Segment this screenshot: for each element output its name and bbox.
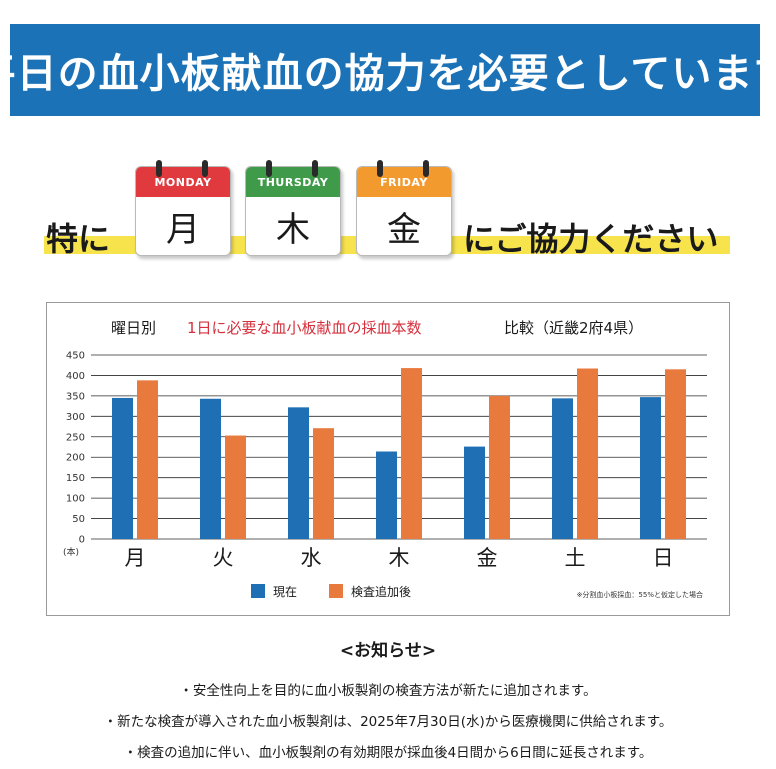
bar-current: [464, 446, 485, 539]
x-category-label: 火: [213, 546, 234, 570]
x-category-label: 月: [125, 546, 146, 570]
calendar-ring-icon: [266, 160, 272, 177]
y-tick-label: 200: [66, 453, 85, 464]
bar-after: [489, 395, 510, 539]
bar-current: [112, 397, 133, 539]
chart-footnote: ※分割血小板採血：55%と仮定した場合: [577, 590, 703, 599]
chart-frame: 曜日別 1日に必要な血小板献血の採血本数 比較（近畿2府4県） 0 50 100 15…: [46, 302, 730, 616]
bar-current: [640, 397, 661, 539]
calendar-ring-icon: [423, 160, 429, 177]
calendar-ring-icon: [312, 160, 318, 177]
x-category-label: 木: [389, 546, 410, 570]
y-tick-label: 250: [66, 432, 85, 443]
y-axis-unit: (本): [63, 546, 79, 558]
y-tick-label: 450: [66, 351, 85, 362]
notice-line: ・検査の追加に伴い、血小板製剤の有効期限が採血後4日間から6日間に延長されます。: [123, 745, 653, 761]
banner-title: 平日の血小板献血の協力を必要としています: [0, 51, 776, 97]
notice-line: ・安全性向上を目的に血小板製剤の検査方法が新たに追加されます。: [179, 683, 597, 699]
calendar-header: FRIDAY: [357, 167, 451, 197]
calendar-weekday: MONDAY: [154, 175, 212, 189]
bar-after: [225, 435, 246, 539]
bar-after: [577, 368, 598, 539]
chart-title-suffix: 比較（近畿2府4県）: [504, 319, 643, 337]
bar-chart: 曜日別 1日に必要な血小板献血の採血本数 比較（近畿2府4県） 0 50 100 15…: [63, 319, 707, 599]
header-banner: 平日の血小板献血の協力を必要としています: [0, 24, 776, 116]
chart-title-highlight: 1日に必要な血小板献血の採血本数: [187, 319, 422, 337]
calendar-ring-icon: [156, 160, 162, 177]
calendar-weekday: THURSDAY: [257, 175, 329, 189]
bar-current: [552, 398, 573, 539]
y-tick-label: 150: [66, 473, 85, 484]
y-tick-label: 350: [66, 391, 85, 402]
notice-line: ・新たな検査が導入された血小板製剤は、2025年7月30日(水)から医療機関に供…: [103, 714, 673, 730]
bar-current: [288, 407, 309, 539]
y-tick-label: 100: [66, 494, 85, 505]
bars: [112, 368, 686, 539]
y-tick-label: 50: [72, 514, 85, 525]
gridlines: [91, 354, 707, 540]
x-category-label: 金: [477, 546, 498, 570]
calendar-friday: FRIDAY 金: [356, 160, 452, 256]
calendar-ring-icon: [377, 160, 383, 177]
chart-title-prefix: 曜日別: [111, 319, 156, 337]
y-tick-label: 0: [79, 535, 85, 546]
calendar-day: 金: [387, 209, 421, 250]
calendar-day: 木: [276, 209, 310, 250]
axis-labels: 0 50 100 150 200 250 300 350 400 450 月 火 水 木 金 土 日: [66, 351, 674, 571]
bar-after: [313, 428, 334, 539]
calendar-header: THURSDAY: [246, 167, 340, 197]
x-category-label: 日: [653, 546, 674, 570]
legend-swatch-current: [251, 584, 265, 598]
legend-swatch-after: [329, 584, 343, 598]
calendar-thursday: THURSDAY 木: [245, 160, 341, 256]
x-category-label: 土: [565, 546, 586, 570]
y-tick-label: 400: [66, 371, 85, 382]
notice-heading: <お知らせ>: [339, 641, 437, 661]
appeal-prefix: 特に: [46, 220, 111, 258]
calendar-monday: MONDAY 月: [135, 160, 231, 256]
bar-after: [137, 380, 158, 539]
calendar-ring-icon: [202, 160, 208, 177]
legend-label-current: 現在: [273, 585, 297, 599]
legend-label-after: 検査追加後: [351, 584, 411, 599]
x-category-label: 水: [301, 546, 322, 570]
y-tick-label: 300: [66, 412, 85, 423]
bar-after: [665, 369, 686, 539]
calendar-header: MONDAY: [136, 167, 230, 197]
calendar-weekday: FRIDAY: [380, 175, 428, 189]
bar-current: [200, 398, 221, 539]
bar-after: [401, 368, 422, 539]
appeal-suffix: にご協力ください: [463, 220, 719, 258]
bar-current: [376, 451, 397, 539]
calendar-day: 月: [166, 209, 200, 250]
